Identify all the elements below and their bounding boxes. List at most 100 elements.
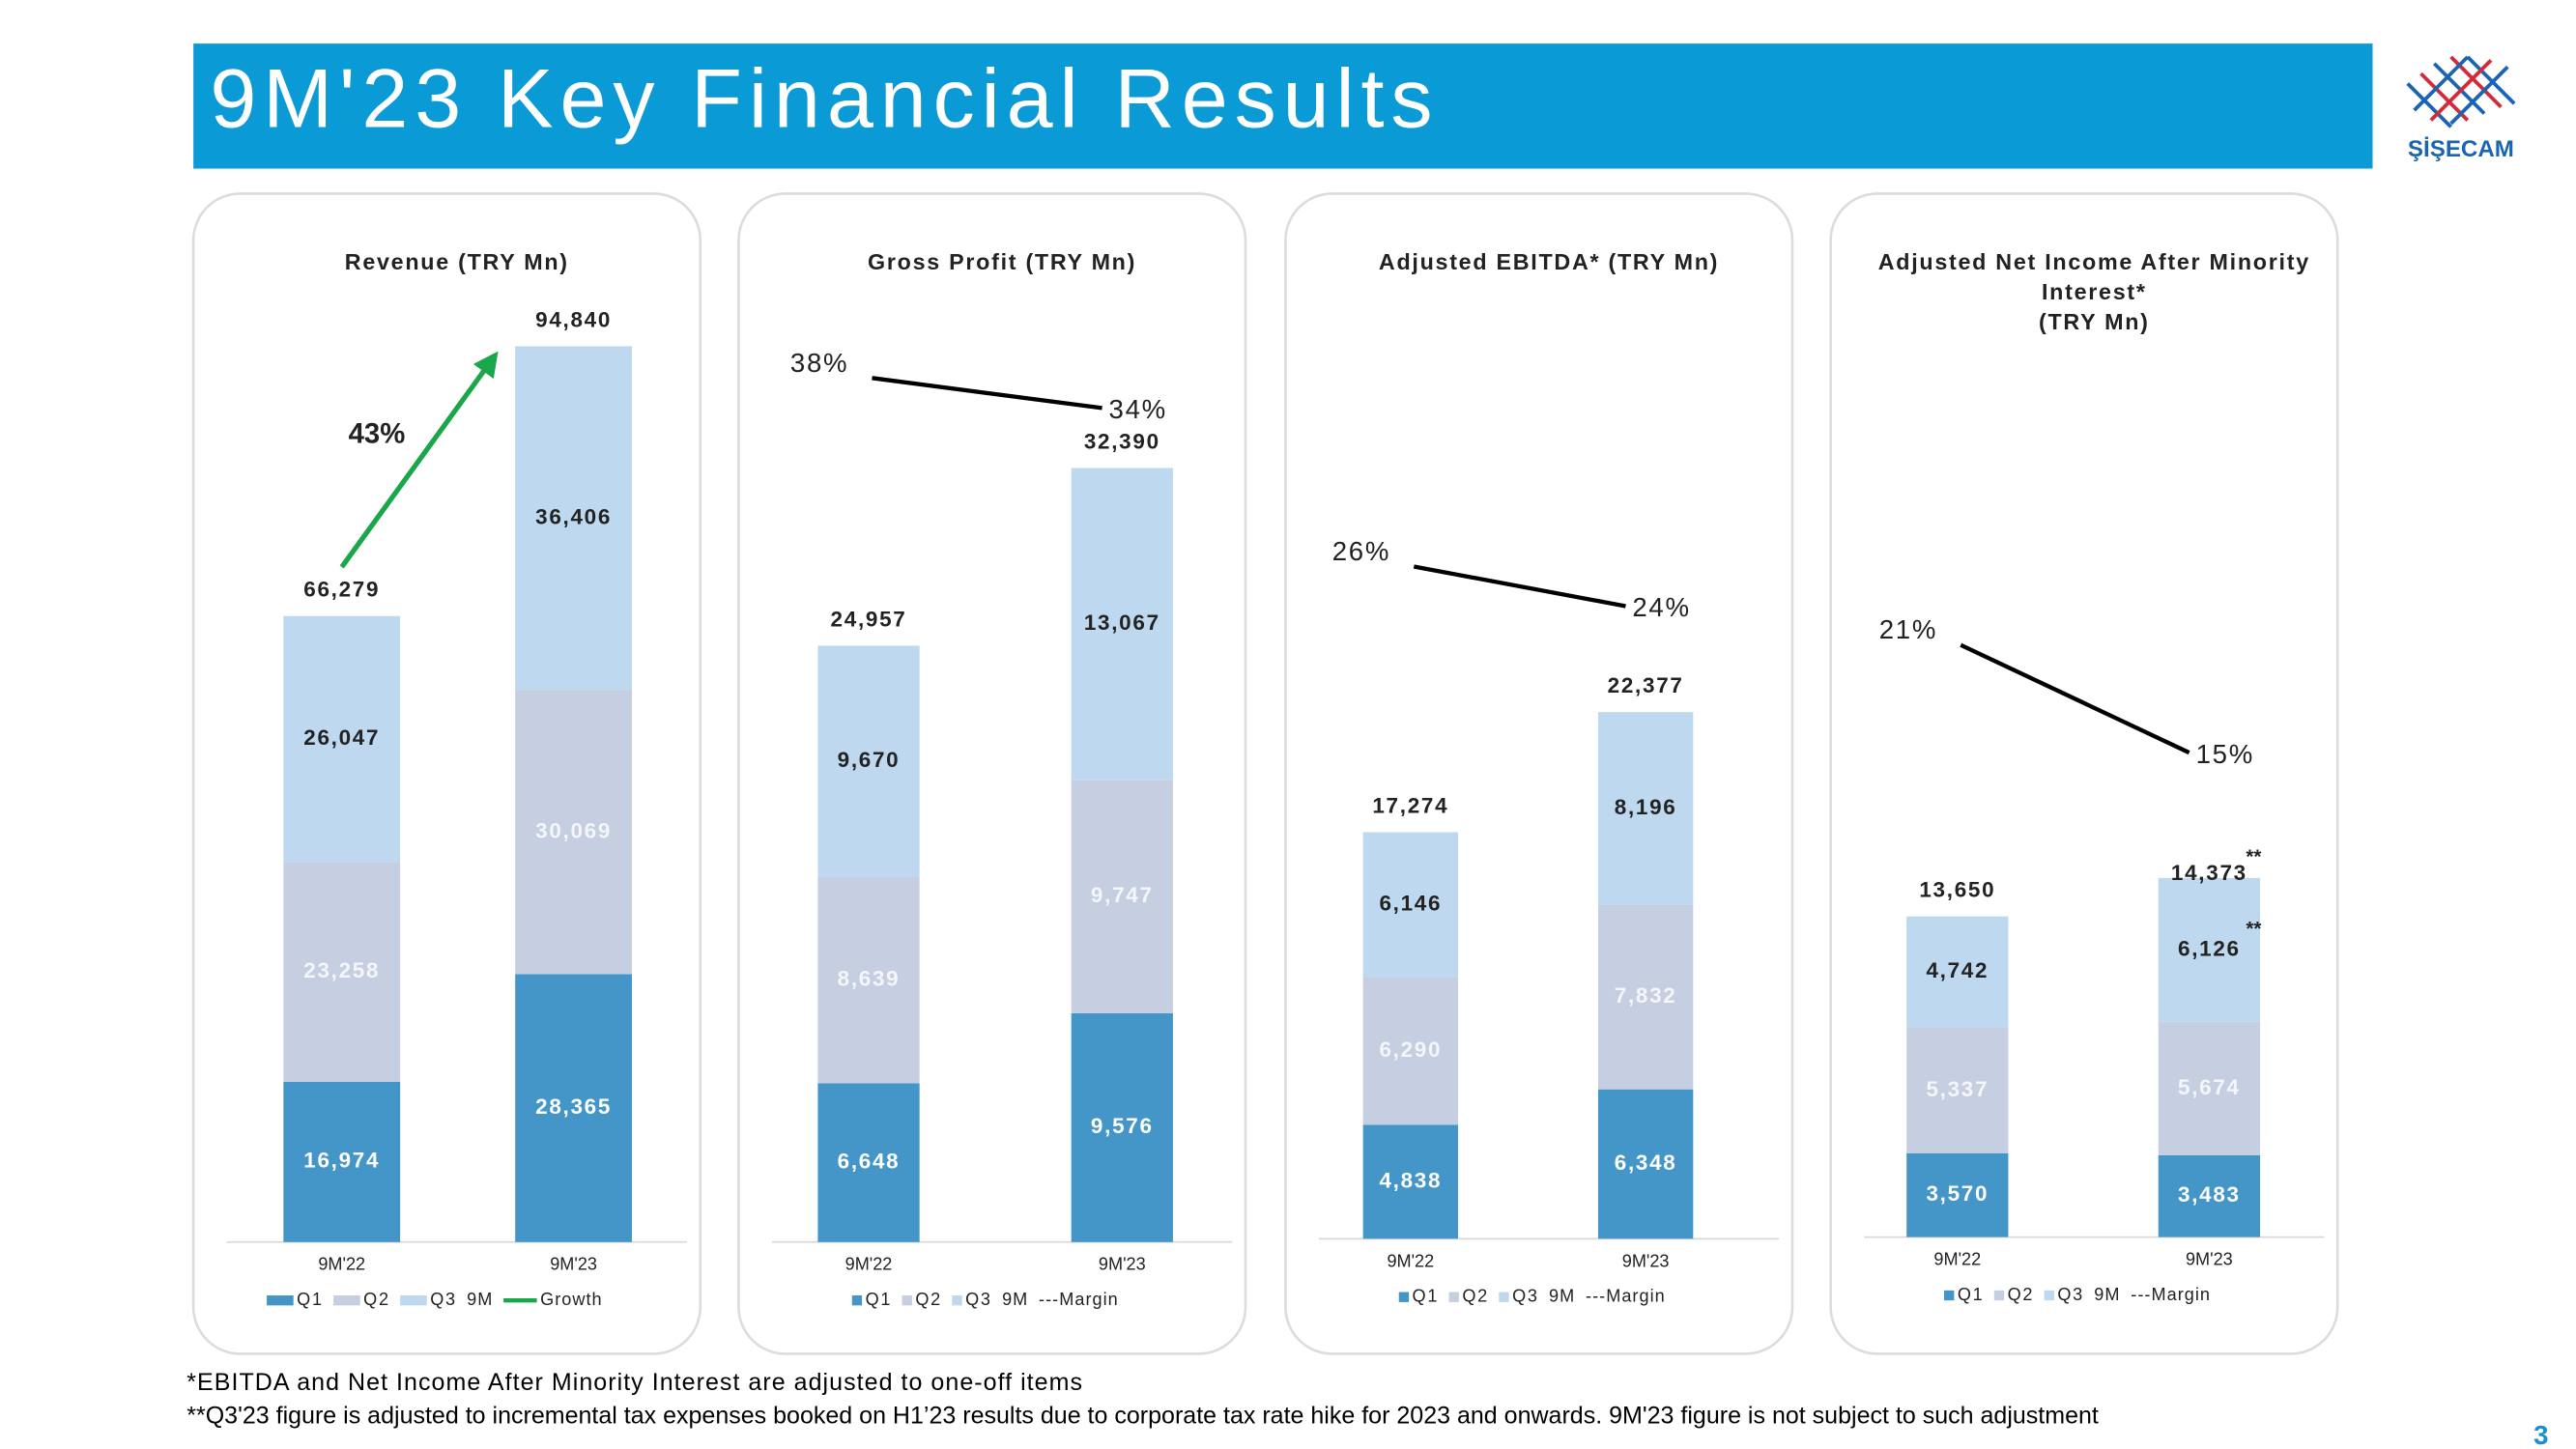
bar-segment [1906, 1027, 2009, 1153]
data-label: 9,576 [1091, 1114, 1154, 1138]
data-label: 5,674 [2178, 1075, 2241, 1099]
footnote-mark: ** [2246, 918, 2262, 940]
bar-segment [1071, 1012, 1173, 1242]
x-tick-label: 9M'23 [1099, 1255, 1146, 1274]
legend-swatch [1398, 1292, 1410, 1302]
footnote: *EBITDA and Net Income After Minority In… [186, 1369, 1083, 1396]
data-label: 4,838 [1379, 1168, 1442, 1192]
growth-label: 43% [349, 417, 406, 449]
legend-swatch [902, 1295, 912, 1306]
data-label: 13,067 [1084, 611, 1160, 635]
legend-label: ---Margin [1039, 1290, 1119, 1309]
bar-segment [2158, 1021, 2261, 1155]
legend-swatch [400, 1295, 427, 1306]
margin-label: 24% [1632, 592, 1690, 622]
data-label: 28,365 [535, 1094, 612, 1119]
legend-label: Q3 [430, 1290, 457, 1309]
data-label: 9,747 [1091, 883, 1154, 907]
legend-label: 9M [1549, 1287, 1575, 1306]
legend-label: Q1 [866, 1290, 893, 1309]
bar-segment [283, 862, 401, 1082]
legend-swatch [333, 1295, 360, 1306]
x-tick-label: 9M'23 [550, 1255, 597, 1274]
chart-title: Interest* [2042, 279, 2147, 304]
data-label: 3,483 [2178, 1182, 2241, 1207]
bar-segment [817, 645, 920, 877]
margin-label: 34% [1109, 394, 1167, 424]
legend-label: Q2 [2008, 1285, 2035, 1304]
total-label: 13,650 [1919, 878, 1995, 902]
legend-label: ---Margin [1586, 1287, 1666, 1306]
bar-segment [1071, 468, 1173, 781]
page-title: 9M'23 Key Financial Results [210, 53, 1439, 146]
footnote: **Q3'23 figure is adjusted to incrementa… [186, 1403, 2099, 1430]
legend-label: ---Margin [2131, 1285, 2211, 1304]
legend-label: Q2 [915, 1290, 942, 1309]
bar-segment [515, 690, 632, 975]
margin-label: 26% [1332, 536, 1390, 566]
chart-title: Revenue (TRY Mn) [345, 249, 569, 274]
chart-title: (TRY Mn) [2039, 309, 2150, 334]
legend-swatch [1993, 1290, 2005, 1301]
data-label: 9,670 [838, 748, 901, 772]
legend-label: Q3 [2057, 1285, 2084, 1304]
chart-title: Adjusted EBITDA* (TRY Mn) [1379, 249, 1719, 274]
total-label: 66,279 [303, 578, 380, 602]
margin-line [1413, 564, 1626, 609]
legend-swatch [1448, 1292, 1459, 1302]
legend-label: Q1 [1413, 1287, 1440, 1306]
margin-label: 38% [790, 348, 848, 378]
data-label: 23,258 [303, 958, 380, 982]
data-label: 6,648 [838, 1149, 901, 1173]
total-label: 94,840 [535, 307, 612, 331]
page-number: 3 [2533, 1420, 2548, 1449]
data-label: 8,196 [1615, 795, 1677, 819]
data-label: 6,348 [1615, 1151, 1677, 1175]
bar-segment [1362, 1124, 1459, 1239]
data-label: 36,406 [535, 504, 612, 528]
bar-segment [1906, 1152, 2009, 1237]
bar-segment [1362, 977, 1459, 1125]
legend-label: Q1 [1958, 1285, 1985, 1304]
data-label: 4,742 [1926, 958, 1989, 982]
x-tick-label: 9M'23 [2186, 1250, 2233, 1269]
bar-segment [1597, 1089, 1694, 1239]
bar-segment [2158, 877, 2261, 1022]
legend-label: Q3 [1512, 1287, 1539, 1306]
margin-line [872, 376, 1102, 411]
total-label: 32,390 [1084, 429, 1160, 453]
x-tick-label: 9M'22 [318, 1255, 365, 1274]
legend-label: Q3 [965, 1290, 992, 1309]
legend-swatch [2044, 1290, 2054, 1301]
legend-swatch [1944, 1290, 1955, 1301]
x-tick-label: 9M'22 [845, 1255, 893, 1274]
x-tick-label: 9M'22 [1933, 1250, 1981, 1269]
legend-label: Q1 [297, 1290, 324, 1309]
footnote-mark: ** [2246, 845, 2262, 867]
bar-segment [1362, 832, 1459, 978]
legend-swatch [1499, 1292, 1509, 1302]
chart-title: Adjusted Net Income After Minority [1878, 249, 2310, 274]
bar-segment [283, 1081, 401, 1242]
data-label: 5,337 [1926, 1077, 1989, 1101]
bar-segment [1906, 916, 2009, 1028]
data-label: 30,069 [535, 818, 612, 842]
logo-text: ŞİŞECAM [2408, 136, 2514, 162]
data-label: 6,126 [2178, 936, 2241, 960]
legend-label: Growth [540, 1290, 603, 1309]
legend-swatch [952, 1295, 962, 1306]
title-bar [193, 43, 2373, 169]
bar-segment [283, 615, 401, 863]
logo-icon [2406, 55, 2516, 128]
legend-label: Q2 [363, 1290, 390, 1309]
margin-label: 15% [2196, 739, 2254, 769]
total-label: 22,377 [1608, 673, 1684, 697]
growth-arrow [339, 351, 499, 569]
bar-segment [817, 1083, 920, 1242]
data-label: 26,047 [303, 725, 380, 750]
chart-title: Gross Profit (TRY Mn) [868, 249, 1136, 274]
data-label: 6,146 [1379, 891, 1442, 915]
legend-label: Q2 [1462, 1287, 1489, 1306]
